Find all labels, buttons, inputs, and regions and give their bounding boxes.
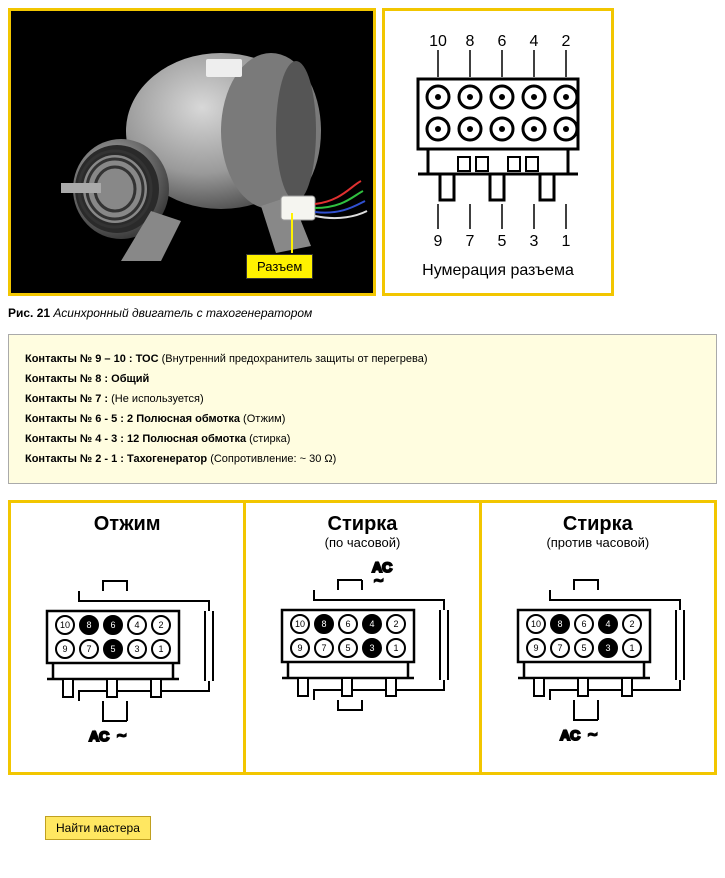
- svg-text:5: 5: [346, 643, 351, 653]
- svg-text:10: 10: [295, 619, 305, 629]
- motor-photo-panel: Разъем: [8, 8, 376, 296]
- contact-desc: (Отжим): [243, 413, 285, 425]
- svg-text:5: 5: [581, 643, 586, 653]
- svg-text:7: 7: [466, 233, 475, 250]
- svg-text:2: 2: [394, 619, 399, 629]
- mode-title: Отжим: [94, 513, 161, 535]
- contact-label: Контакты № 8 : Общий: [25, 373, 149, 385]
- mode-diagram-holder: AC ~10 9 8 7 6 5 4 3 2 1: [17, 551, 237, 754]
- svg-text:10: 10: [429, 33, 447, 50]
- svg-text:~: ~: [374, 573, 383, 590]
- top-row: Разъем 10 8 6 4 2: [8, 8, 717, 296]
- svg-text:3: 3: [530, 233, 539, 250]
- mode-diagram-holder: AC~10987654321: [252, 550, 472, 753]
- contact-label: Контакты № 9 – 10 : ТОС: [25, 353, 162, 365]
- contact-line: Контакты № 8 : Общий: [25, 373, 700, 385]
- svg-text:8: 8: [322, 619, 327, 629]
- contact-desc: (Сопротивление: ~ 30 Ω): [210, 453, 336, 465]
- contact-desc: (Не используется): [111, 393, 204, 405]
- svg-text:9: 9: [533, 643, 538, 653]
- svg-text:2: 2: [629, 619, 634, 629]
- connector-callout: Разъем: [246, 254, 313, 279]
- mode-subtitle: (по часовой): [325, 535, 401, 550]
- mode-cell: Стирка(по часовой)AC~10987654321: [246, 503, 481, 772]
- mode-diagram: AC~10987654321: [252, 550, 472, 750]
- svg-text:1: 1: [562, 233, 571, 250]
- svg-text:AC: AC: [89, 728, 109, 744]
- svg-text:7: 7: [87, 644, 92, 654]
- svg-text:~: ~: [117, 728, 126, 745]
- svg-text:7: 7: [557, 643, 562, 653]
- contact-line: Контакты № 6 - 5 : 2 Полюсная обмотка (О…: [25, 413, 700, 425]
- svg-text:10: 10: [531, 619, 541, 629]
- figure-caption: Рис. 21 Асинхронный двигатель с тахогене…: [8, 306, 717, 320]
- pinout-panel: 10 8 6 4 2: [382, 8, 614, 296]
- svg-text:6: 6: [346, 619, 351, 629]
- svg-text:5: 5: [111, 644, 116, 654]
- contact-label: Контакты № 6 - 5 : 2 Полюсная обмотка: [25, 413, 243, 425]
- contact-line: Контакты № 2 - 1 : Тахогенератор (Сопрот…: [25, 453, 700, 465]
- motor-illustration: [11, 11, 373, 293]
- svg-text:1: 1: [394, 643, 399, 653]
- figure-title: Асинхронный двигатель с тахогенератором: [53, 306, 312, 320]
- mode-diagram: AC ~10 9 8 7 6 5 4 3 2 1: [488, 550, 708, 750]
- mode-title: Стирка: [328, 513, 398, 535]
- mode-cell: Стирка(против часовой) AC ~10 9 8 7 6 5 4 3 2 1: [482, 503, 714, 772]
- svg-text:8: 8: [87, 620, 92, 630]
- svg-text:7: 7: [322, 643, 327, 653]
- mode-cell: Отжим AC ~10 9 8 7 6 5 4 3 2 1: [11, 503, 246, 772]
- modes-panel: ОтжимAC~10987654321Стирка(по часовой)AC~…: [8, 500, 717, 775]
- svg-text:AC: AC: [560, 727, 580, 743]
- svg-text:8: 8: [466, 33, 475, 50]
- svg-text:9: 9: [63, 644, 68, 654]
- svg-text:4: 4: [530, 33, 539, 50]
- callout-pointer: [291, 213, 293, 253]
- svg-text:1: 1: [629, 643, 634, 653]
- mode-subtitle: (против часовой): [546, 535, 649, 550]
- svg-text:8: 8: [557, 619, 562, 629]
- pinout-diagram: 10 8 6 4 2: [393, 24, 603, 254]
- svg-text:3: 3: [370, 643, 375, 653]
- svg-text:2: 2: [159, 620, 164, 630]
- mode-diagram: AC ~10 9 8 7 6 5 4 3 2 1: [17, 551, 237, 751]
- svg-text:6: 6: [111, 620, 116, 630]
- figure-number: Рис. 21: [8, 306, 50, 320]
- svg-text:4: 4: [370, 619, 375, 629]
- contact-label: Контакты № 2 - 1 : Тахогенератор: [25, 453, 210, 465]
- find-master-button[interactable]: Найти мастера: [45, 816, 151, 840]
- svg-text:5: 5: [498, 233, 507, 250]
- svg-text:6: 6: [581, 619, 586, 629]
- contact-line: Контакты № 7 : (Не используется): [25, 393, 700, 405]
- contact-line: Контакты № 4 - 3 : 12 Полюсная обмотка (…: [25, 433, 700, 445]
- mode-title: Стирка: [563, 513, 633, 535]
- svg-text:4: 4: [135, 620, 140, 630]
- svg-text:3: 3: [135, 644, 140, 654]
- svg-text:9: 9: [434, 233, 443, 250]
- svg-text:10: 10: [60, 620, 70, 630]
- contact-line: Контакты № 9 – 10 : ТОС (Внутренний пред…: [25, 353, 700, 365]
- pinout-caption: Нумерация разъема: [422, 262, 574, 280]
- svg-text:6: 6: [498, 33, 507, 50]
- svg-text:~: ~: [588, 727, 597, 744]
- svg-text:3: 3: [605, 643, 610, 653]
- contact-desc: (стирка): [249, 433, 290, 445]
- svg-text:1: 1: [159, 644, 164, 654]
- contact-label: Контакты № 7 :: [25, 393, 111, 405]
- svg-text:4: 4: [605, 619, 610, 629]
- svg-text:2: 2: [562, 33, 571, 50]
- mode-diagram-holder: AC ~10 9 8 7 6 5 4 3 2 1: [488, 550, 708, 753]
- contact-desc: (Внутренний предохранитель защиты от пер…: [162, 353, 428, 365]
- svg-text:9: 9: [298, 643, 303, 653]
- contacts-box: Контакты № 9 – 10 : ТОС (Внутренний пред…: [8, 334, 717, 484]
- contact-label: Контакты № 4 - 3 : 12 Полюсная обмотка: [25, 433, 249, 445]
